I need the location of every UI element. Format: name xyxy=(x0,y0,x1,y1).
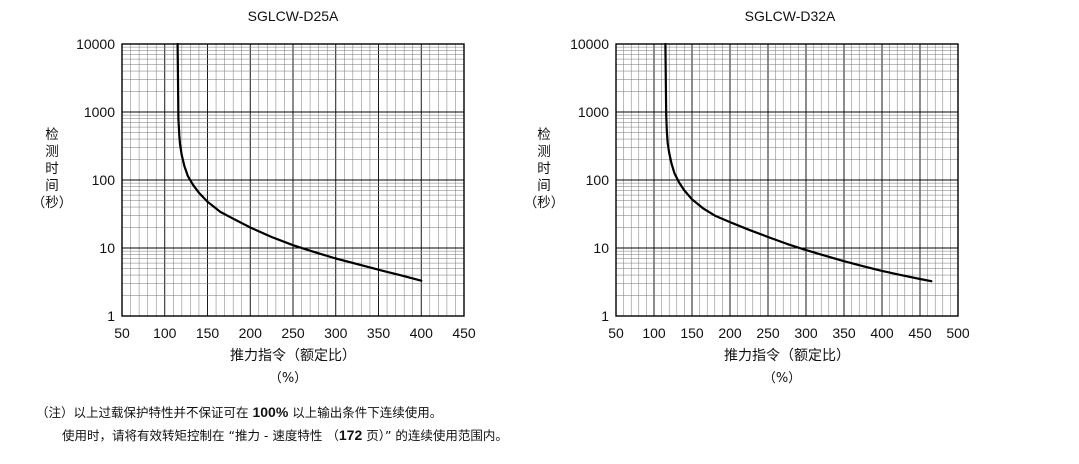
x-tick-label: 250 xyxy=(281,325,305,341)
x-tick-label: 50 xyxy=(114,325,130,341)
y-axis-label: 间 xyxy=(45,178,59,194)
footnote-1-text-b: 以上输出条件下连续使用。 xyxy=(288,405,443,420)
x-tick-label: 350 xyxy=(367,325,391,341)
y-axis-label: 测 xyxy=(45,144,59,160)
x-axis-unit: （%） xyxy=(763,371,801,386)
x-tick-label: 100 xyxy=(642,325,666,341)
chart-title: SGLCW-D32A xyxy=(745,8,836,24)
y-tick-label: 10 xyxy=(99,240,115,256)
y-tick-label: 1 xyxy=(107,308,115,324)
y-tick-label: 10 xyxy=(593,240,609,256)
y-axis-label: （秒） xyxy=(524,195,565,211)
y-axis-label: （秒） xyxy=(32,195,73,211)
y-axis-label: 检 xyxy=(45,127,59,143)
x-axis-label: 推力指令（额定比） xyxy=(230,348,356,364)
y-axis-label: 测 xyxy=(537,144,551,160)
x-tick-label: 150 xyxy=(196,325,220,341)
footnote-line-2: 使用时，请将有效转矩控制在 “推力 - 速度特性 （172 页）” 的连续使用范… xyxy=(36,424,508,447)
footnote-line-1: （注）以上过载保护特性并不保证可在 100% 以上输出条件下连续使用。 xyxy=(36,401,508,424)
y-axis-label: 间 xyxy=(537,178,551,194)
x-axis-unit: （%） xyxy=(269,371,307,386)
footnote-1-percent: 100% xyxy=(252,404,289,420)
x-tick-label: 500 xyxy=(946,325,970,341)
x-tick-label: 350 xyxy=(832,325,856,341)
footnote-2-page: 172 xyxy=(338,427,363,443)
plot-frame xyxy=(615,43,959,317)
series-line xyxy=(176,42,423,282)
x-tick-label: 400 xyxy=(870,325,894,341)
x-tick-label: 450 xyxy=(908,325,932,341)
x-tick-label: 300 xyxy=(324,325,348,341)
y-tick-label: 10000 xyxy=(570,36,609,52)
chart-sglcw-d25a: SGLCW-D25A 50 100 150 200 250 300 350 400 450 1 10 1… xyxy=(32,8,476,386)
x-tick-label: 400 xyxy=(410,325,434,341)
x-tick-label: 150 xyxy=(680,325,704,341)
chart-sglcw-d32a: SGLCW-D32A 50 100 150 200 250 300 350 400 450 500 1… xyxy=(524,8,970,386)
footnote-1-text-a: （注）以上过载保护特性并不保证可在 xyxy=(36,405,253,420)
x-tick-label: 200 xyxy=(718,325,742,341)
x-tick-label: 450 xyxy=(452,325,476,341)
x-tick-label: 100 xyxy=(153,325,177,341)
y-axis-label: 时 xyxy=(537,161,551,177)
y-tick-label: 10000 xyxy=(76,36,115,52)
footnote-2-text-b: 页）” 的连续使用范围内。 xyxy=(362,428,508,443)
x-tick-label: 50 xyxy=(608,325,624,341)
x-axis-label: 推力指令（额定比） xyxy=(724,348,850,364)
footnote-2-text-a: 使用时，请将有效转矩控制在 “推力 - 速度特性 （ xyxy=(62,428,339,443)
y-tick-label: 1 xyxy=(601,308,609,324)
y-axis-label: 时 xyxy=(45,161,59,177)
x-tick-label: 200 xyxy=(239,325,263,341)
chart-title: SGLCW-D25A xyxy=(248,8,339,24)
y-axis-label: 检 xyxy=(537,127,551,143)
y-tick-label: 100 xyxy=(92,172,116,188)
y-tick-label: 1000 xyxy=(578,104,609,120)
y-tick-label: 1000 xyxy=(84,104,115,120)
y-tick-label: 100 xyxy=(586,172,610,188)
series-line xyxy=(664,42,933,283)
plot-frame xyxy=(121,43,465,317)
x-tick-label: 300 xyxy=(794,325,818,341)
footnotes: （注）以上过载保护特性并不保证可在 100% 以上输出条件下连续使用。 使用时，… xyxy=(36,401,508,447)
x-tick-label: 250 xyxy=(756,325,780,341)
